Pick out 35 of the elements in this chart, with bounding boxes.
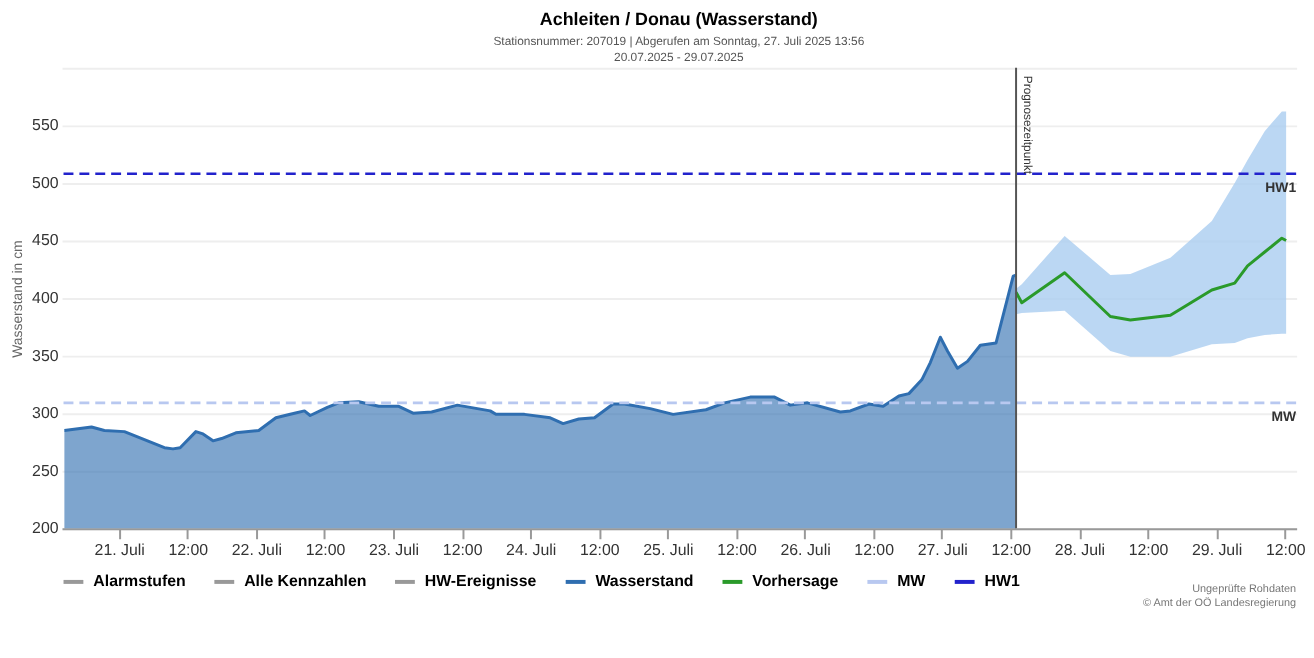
legend-label: HW-Ereignisse	[424, 571, 538, 590]
x-tick-label: 12:00	[1265, 541, 1307, 560]
y-tick-label: 550	[32, 116, 60, 135]
x-tick-label: 12:00	[442, 541, 484, 560]
x-tick-label: 21. Juli	[94, 541, 146, 560]
legend-label: Vorhersage	[752, 571, 840, 590]
x-tick-label: 22. Juli	[231, 541, 283, 560]
legend-label: MW	[897, 571, 927, 590]
legend-label: Alle Kennzahlen	[244, 571, 367, 590]
legend-label: Alarmstufen	[93, 571, 187, 590]
x-tick-label: 27. Juli	[917, 541, 969, 560]
legend-label: Wasserstand	[595, 571, 694, 590]
x-tick-label: 26. Juli	[780, 541, 832, 560]
y-tick-label: 450	[32, 231, 60, 250]
y-tick-label: 250	[32, 461, 60, 480]
x-tick-label: 12:00	[991, 541, 1033, 560]
x-tick-label: 12:00	[168, 541, 210, 560]
y-tick-label: 350	[32, 346, 60, 365]
chart-title: Achleiten / Donau (Wasserstand)	[539, 9, 818, 30]
x-tick-label: 24. Juli	[506, 541, 557, 560]
x-tick-label: 25. Juli	[643, 541, 694, 560]
y-tick-label: 300	[32, 404, 60, 423]
x-tick-label: 12:00	[305, 541, 347, 560]
x-tick-label: 23. Juli	[368, 541, 420, 560]
x-tick-label: 12:00	[854, 541, 896, 560]
line-series	[1014, 236, 1288, 322]
y-tick-label: 500	[32, 173, 60, 192]
x-tick-label: 28. Juli	[1054, 541, 1106, 560]
x-tick-label: 12:00	[579, 541, 621, 560]
legend-label: HW1	[984, 571, 1021, 590]
y-tick-label: 200	[32, 519, 60, 538]
y-tick-label: 400	[32, 289, 60, 308]
x-tick-label: 12:00	[717, 541, 758, 560]
x-tick-label: 29. Juli	[1192, 541, 1243, 560]
x-tick-label: 12:00	[1128, 541, 1170, 560]
